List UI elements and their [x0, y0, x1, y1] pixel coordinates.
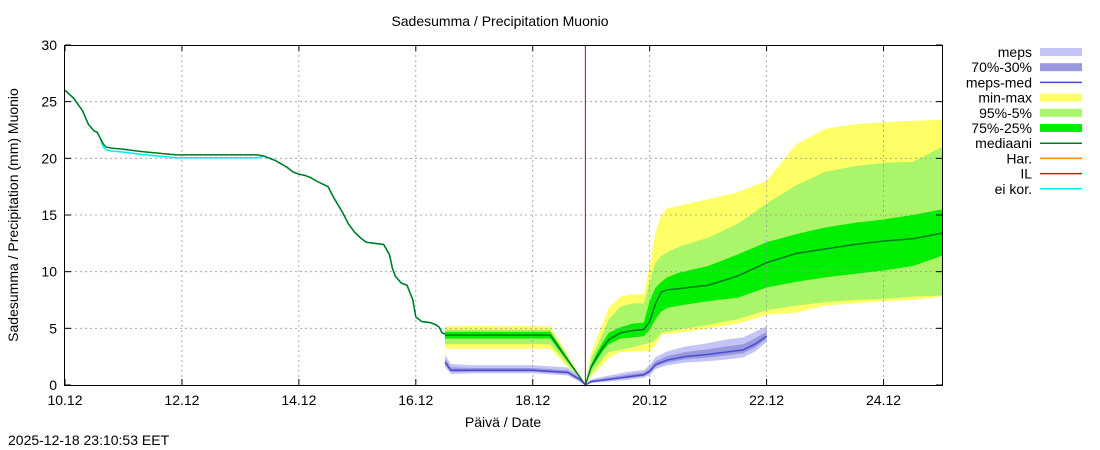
x-tick-label: 24.12 [866, 392, 901, 408]
y-tick-label: 5 [49, 320, 57, 336]
series-ei-kor [64, 89, 446, 335]
legend-label-eikor: ei kor. [995, 181, 1032, 197]
legend-label-median: mediaani [975, 135, 1032, 151]
plot-frame [64, 45, 943, 386]
series-meps-med [444, 335, 768, 386]
x-axis-title: Päivä / Date [465, 414, 541, 430]
x-tick-label: 12.12 [164, 392, 199, 408]
legend-label-meps: meps [998, 44, 1032, 60]
x-tick-label: 20.12 [632, 392, 667, 408]
legend-label-p95_5: 95%-5% [979, 105, 1032, 121]
y-axis-title: Sadesumma / Precipitation (mm) Muonio [5, 88, 21, 342]
y-tick-label: 20 [41, 150, 57, 166]
legend-swatch-meps [1040, 48, 1082, 56]
chart-title: Sadesumma / Precipitation Muonio [391, 13, 608, 29]
series-observed [64, 89, 446, 335]
x-tick-label: 10.12 [47, 392, 82, 408]
legend-swatch-meps_70_30 [1040, 63, 1082, 72]
legend-label-meps_70_30: 70%-30% [971, 59, 1032, 75]
legend-swatch-p75_25 [1040, 124, 1082, 132]
band-p75_25 [445, 209, 942, 385]
x-tick-label: 16.12 [398, 392, 433, 408]
series-mediaani [445, 232, 943, 387]
y-tick-label: 30 [41, 37, 57, 53]
legend-label-har: Har. [1006, 150, 1032, 166]
x-tick-label: 14.12 [281, 392, 316, 408]
y-tick-label: 25 [41, 94, 57, 110]
forecast-bands [445, 119, 942, 386]
legend: meps70%-30%meps-medmin-max95%-5%75%-25%m… [966, 44, 1082, 197]
band-p95_5 [445, 147, 942, 385]
legend-label-il: IL [1020, 166, 1032, 182]
x-tick-label: 18.12 [515, 392, 550, 408]
timestamp: 2025-12-18 23:10:53 EET [8, 432, 170, 448]
series-lines [64, 45, 943, 387]
y-tick-label: 0 [49, 377, 57, 393]
x-tick-label: 22.12 [749, 392, 784, 408]
legend-swatch-p95_5 [1040, 108, 1082, 117]
legend-swatch-minmax [1040, 93, 1082, 102]
legend-label-meps_med: meps-med [966, 74, 1032, 90]
y-tick-label: 15 [41, 207, 57, 223]
legend-label-p75_25: 75%-25% [971, 120, 1032, 136]
y-tick-label: 10 [41, 264, 57, 280]
legend-label-minmax: min-max [978, 90, 1032, 106]
plot-area: 10.12 12.12 14.12 16.12 18.12 20.12 22.12 24.12… [41, 37, 943, 408]
axis-ticks: 10.12 12.12 14.12 16.12 18.12 20.12 22.12 24.12… [41, 37, 942, 408]
